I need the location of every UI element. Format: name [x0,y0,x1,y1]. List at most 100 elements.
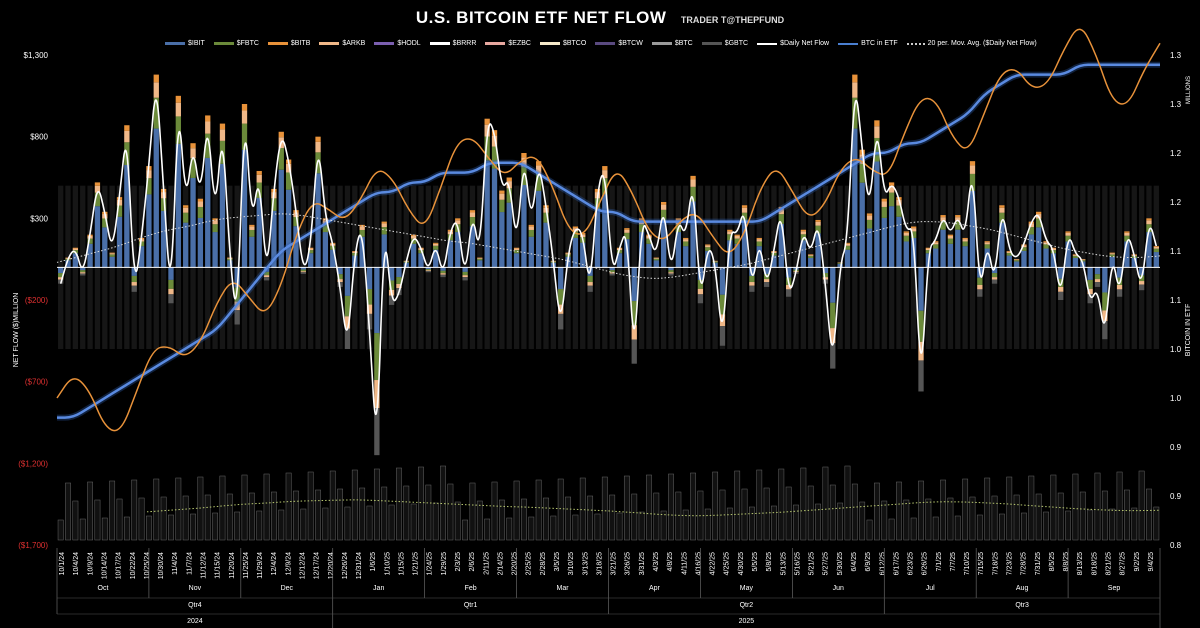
flow-bar-segment [344,328,351,349]
volume-bar [969,496,976,541]
flow-bar-segment [918,267,924,311]
flow-bar-segment [947,235,954,239]
flow-bar-segment [1153,248,1159,253]
legend-swatch [374,42,395,45]
x-date-label: 8/8/25 [1063,552,1070,572]
flow-bar-segment [249,226,255,230]
volume-bar [204,494,211,541]
flow-bar-segment [940,215,946,218]
flow-bar-segment [440,273,446,275]
x-date-label: 2/20/25 [512,552,519,575]
flow-bar-segment [1102,267,1108,293]
volume-bar [660,510,667,541]
flow-bar-segment [1124,241,1130,268]
volume-bar [1131,507,1138,541]
volume-bar [903,499,910,541]
volume-bar [771,505,777,541]
flow-bar-segment [734,235,740,239]
flow-bar-segment [1116,289,1123,297]
flow-bar-segment [1072,254,1079,256]
volume-bar [116,498,123,541]
flow-bar-segment [256,170,262,175]
flow-bar-segment [778,223,784,268]
volume-bar [1013,494,1020,541]
volume-bar [146,515,152,541]
daily-net-flow-line [59,99,1158,416]
flow-bar-segment [1087,288,1093,295]
volume-bar [182,495,189,541]
flow-bar-segment [308,247,314,249]
flow-bar-segment [219,123,226,130]
flow-bar-segment [697,279,704,289]
flow-bar-segment [80,267,86,271]
flow-bar-segment [1102,321,1108,340]
x-date-label: 6/26/25 [922,552,929,575]
month-label: Apr [649,585,661,592]
flow-bar-segment [58,277,64,280]
flow-bar-segment [712,261,718,262]
x-date-label: 12/17/24 [314,552,321,579]
flow-bar-segment [741,207,748,213]
volume-bar [587,495,594,541]
legend-item: $BTC [651,40,693,47]
legend-item: 20 per. Mov. Avg. ($Daily Net Flow) [906,40,1037,47]
legend-label: $EZBC [508,40,531,47]
volume-bar [79,518,86,541]
flow-bar-segment [594,188,601,193]
flow-bar-segment [683,237,689,240]
flow-bar-segment [558,267,564,290]
flow-bar-segment [263,271,270,276]
month-label: Nov [189,585,202,592]
volume-bar [601,476,608,541]
flow-bar-segment [1109,252,1115,254]
flow-bar-segment [1109,253,1115,255]
flow-bar-segment [859,163,865,183]
flow-bar-segment [513,250,520,254]
flow-bar-segment [455,218,461,221]
volume-bar [704,508,711,541]
flow-bar-segment [734,234,740,236]
flow-bar-segment [866,219,873,229]
flow-bar-segment [462,277,468,281]
volume-bar [366,505,373,541]
volume-bar [1021,512,1027,541]
volume-bar [947,497,954,541]
flow-bar-segment [1013,259,1020,261]
flow-bar-segment [830,343,836,369]
x-date-label: 4/22/25 [710,552,717,575]
flow-bar-segment [308,253,314,268]
flow-bar-segment [697,267,704,280]
volume-bar [329,470,336,541]
volume-bar [337,488,344,541]
y-tick-label: $1,300 [24,51,49,60]
flow-bar-segment [1006,255,1012,268]
flow-bar-segment [741,205,748,208]
flow-bar-segment [800,240,807,268]
flow-bar-segment [844,242,851,244]
flow-bar-segment [609,272,615,274]
flow-bar-segment [852,82,858,98]
volume-bar [726,507,733,541]
flow-bar-segment [278,169,284,268]
volume-bar [94,499,101,541]
flow-bar-segment [565,252,571,254]
month-label: Dec [281,585,294,592]
volume-bar [815,503,821,541]
flow-bar-segment [322,224,329,233]
flow-bar-segment [131,282,137,286]
flow-bar-segment [1080,259,1086,261]
volume-bar [1124,489,1130,541]
legend-item: $BTCW [595,40,643,47]
flow-bar-segment [1043,242,1049,245]
flow-bar-segment [969,190,976,268]
flow-bar-segment [638,224,645,233]
legend-label: $BITB [290,40,311,47]
flow-bar-segment [653,257,659,259]
x-date-label: 4/30/25 [738,552,745,575]
legend-item: $GBTC [701,40,748,47]
flow-bar-segment [1072,255,1079,258]
flow-bar-segment [1058,291,1064,300]
volume-bar [388,504,395,541]
flow-bar-segment [183,222,189,268]
